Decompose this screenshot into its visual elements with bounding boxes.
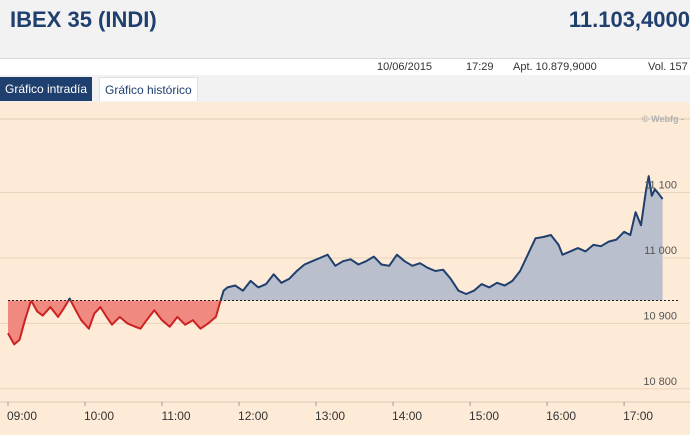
chart-area: 10 800 10 900 11 000 11 100 09:00 10:00 11:00…	[0, 102, 690, 435]
x-tick-label-09:00: 09:00	[7, 409, 37, 423]
area-above-5	[220, 176, 663, 301]
series-line-below-4	[69, 300, 222, 330]
y-tick-label-10800: 10 800	[643, 376, 677, 388]
area-below-0	[8, 300, 32, 345]
x-tick-label-10:00: 10:00	[84, 409, 114, 423]
index-title: IBEX 35 (INDI)	[10, 7, 157, 32]
x-tick-label-12:00: 12:00	[238, 409, 268, 423]
x-tick-label-11:00: 11:00	[161, 409, 190, 423]
x-tick-label-13:00: 13:00	[315, 409, 345, 423]
y-tick-label-11100: 11 100	[644, 179, 677, 191]
y-tick-label-10900: 10 900	[643, 310, 677, 322]
area-fills	[8, 176, 663, 345]
index-price: 11.103,4000	[568, 7, 690, 32]
x-tick-label-16:00: 16:00	[546, 409, 576, 423]
grid-lines	[0, 118, 690, 403]
watermark-text: © Webfg -	[642, 114, 684, 124]
info-open: Apt. 10.879,9000	[513, 61, 597, 73]
series-line-above-3	[67, 297, 72, 301]
tab-intraday[interactable]: Gráfico intradía	[0, 77, 93, 101]
x-axis: 09:00 10:00 11:00 12:00 13:00 14:00 15:00 16:00…	[7, 402, 653, 423]
x-tick-label-14:00: 14:00	[392, 409, 422, 423]
series-line-below-0	[7, 300, 33, 346]
x-tick-label-15:00: 15:00	[469, 409, 499, 423]
y-tick-label-11000: 11 000	[644, 245, 677, 257]
y-axis: 10 800 10 900 11 000 11 100	[643, 179, 677, 387]
header: IBEX 35 (INDI) 11.103,4000	[0, 0, 690, 50]
intraday-chart: 10 800 10 900 11 000 11 100 09:00 10:00 11:00…	[0, 114, 690, 423]
series-line-below-2	[30, 299, 70, 318]
info-time: 17:29	[466, 61, 494, 73]
info-date: 10/06/2015	[377, 61, 433, 73]
x-tick-label-17:00: 17:00	[623, 409, 653, 423]
tab-historical[interactable]: Gráfico histórico	[99, 77, 198, 101]
series-lines	[7, 175, 664, 346]
info-volume: Vol. 157	[648, 61, 688, 73]
chart-tabs: Gráfico intradía Gráfico histórico	[0, 75, 690, 102]
series-line-above-5	[219, 175, 664, 301]
